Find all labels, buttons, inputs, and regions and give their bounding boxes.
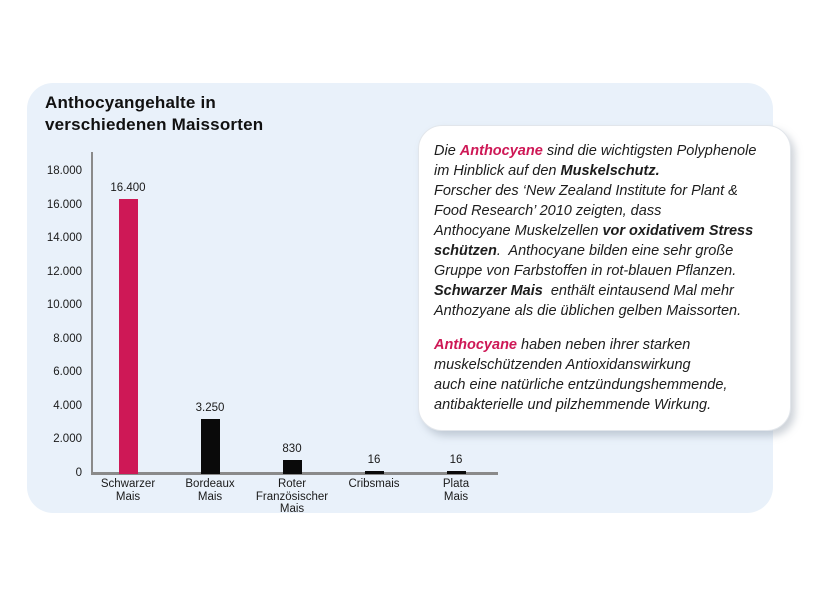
info-paragraph: Die Anthocyane sind die wichtigsten Poly… [434, 141, 774, 321]
info-text-segment: Forscher des ‘New Zealand Institute for … [434, 183, 738, 199]
info-text-segment: Anthocyane Muskelzellen [434, 223, 603, 239]
info-box: Die Anthocyane sind die wichtigsten Poly… [418, 125, 791, 431]
info-text-line: Anthocyane haben neben ihrer starken [434, 335, 774, 355]
info-text-line: auch eine natürliche entzündungshemmende… [434, 375, 774, 395]
info-text-segment: Anthozyane als die üblichen gelben Maiss… [434, 303, 742, 319]
info-text-line: Anthozyane als die üblichen gelben Maiss… [434, 301, 774, 321]
info-text-segment: muskelschützenden Antioxidanswirkung [434, 357, 691, 373]
highlight-anthocyane: Anthocyane [459, 143, 543, 159]
info-text-segment: Gruppe von Farbstoffen in rot-blauen Pfl… [434, 263, 737, 279]
info-text-segment: Schwarzer Mais [434, 283, 543, 299]
info-paragraph: Anthocyane haben neben ihrer starken musk… [434, 335, 774, 415]
info-text-line: Gruppe von Farbstoffen in rot-blauen Pfl… [434, 261, 774, 281]
info-text-line: Forscher des ‘New Zealand Institute for … [434, 181, 774, 201]
highlight-anthocyane: Anthocyane [434, 337, 517, 353]
info-text-line: muskelschützenden Antioxidanswirkung [434, 355, 774, 375]
info-text-segment: auch eine natürliche entzündungshemmende… [434, 377, 728, 393]
chart-title-line1: Anthocyangehalte in [45, 93, 216, 112]
info-text-segment: Muskelschutz. [560, 163, 660, 179]
info-text-segment: Food Research’ 2010 zeigten, dass [434, 203, 662, 219]
info-text-segment: im Hinblick auf den [434, 163, 561, 179]
info-text-segment: sind die wichtigsten Polyphenole [542, 143, 757, 159]
info-text-line: im Hinblick auf den Muskelschutz. [434, 161, 774, 181]
info-text-segment: . Anthocyane bilden eine sehr große [496, 243, 734, 259]
info-text-segment: enthält eintausend Mal mehr [542, 283, 734, 299]
info-text-line: antibakterielle und pilzhemmende Wirkung… [434, 395, 774, 415]
info-text-segment: haben neben ihrer starken [517, 337, 691, 353]
info-text-segment: schützen [434, 243, 497, 259]
chart-title-line2: verschiedenen Maissorten [45, 115, 264, 134]
info-text-line: Die Anthocyane sind die wichtigsten Poly… [434, 141, 774, 161]
chart-title: Anthocyangehalte in verschiedenen Maisso… [45, 92, 263, 136]
info-text-line: schützen. Anthocyane bilden eine sehr gr… [434, 241, 774, 261]
info-text-segment: antibakterielle und pilzhemmende Wirkung… [434, 397, 712, 413]
info-text-line: Food Research’ 2010 zeigten, dass [434, 201, 774, 221]
info-text-line: Anthocyane Muskelzellen vor oxidativem S… [434, 221, 774, 241]
info-text-line: Schwarzer Mais enthält eintausend Mal me… [434, 281, 774, 301]
info-text-segment: Die [434, 143, 460, 159]
info-text-segment: vor oxidativem Stress [602, 223, 754, 239]
